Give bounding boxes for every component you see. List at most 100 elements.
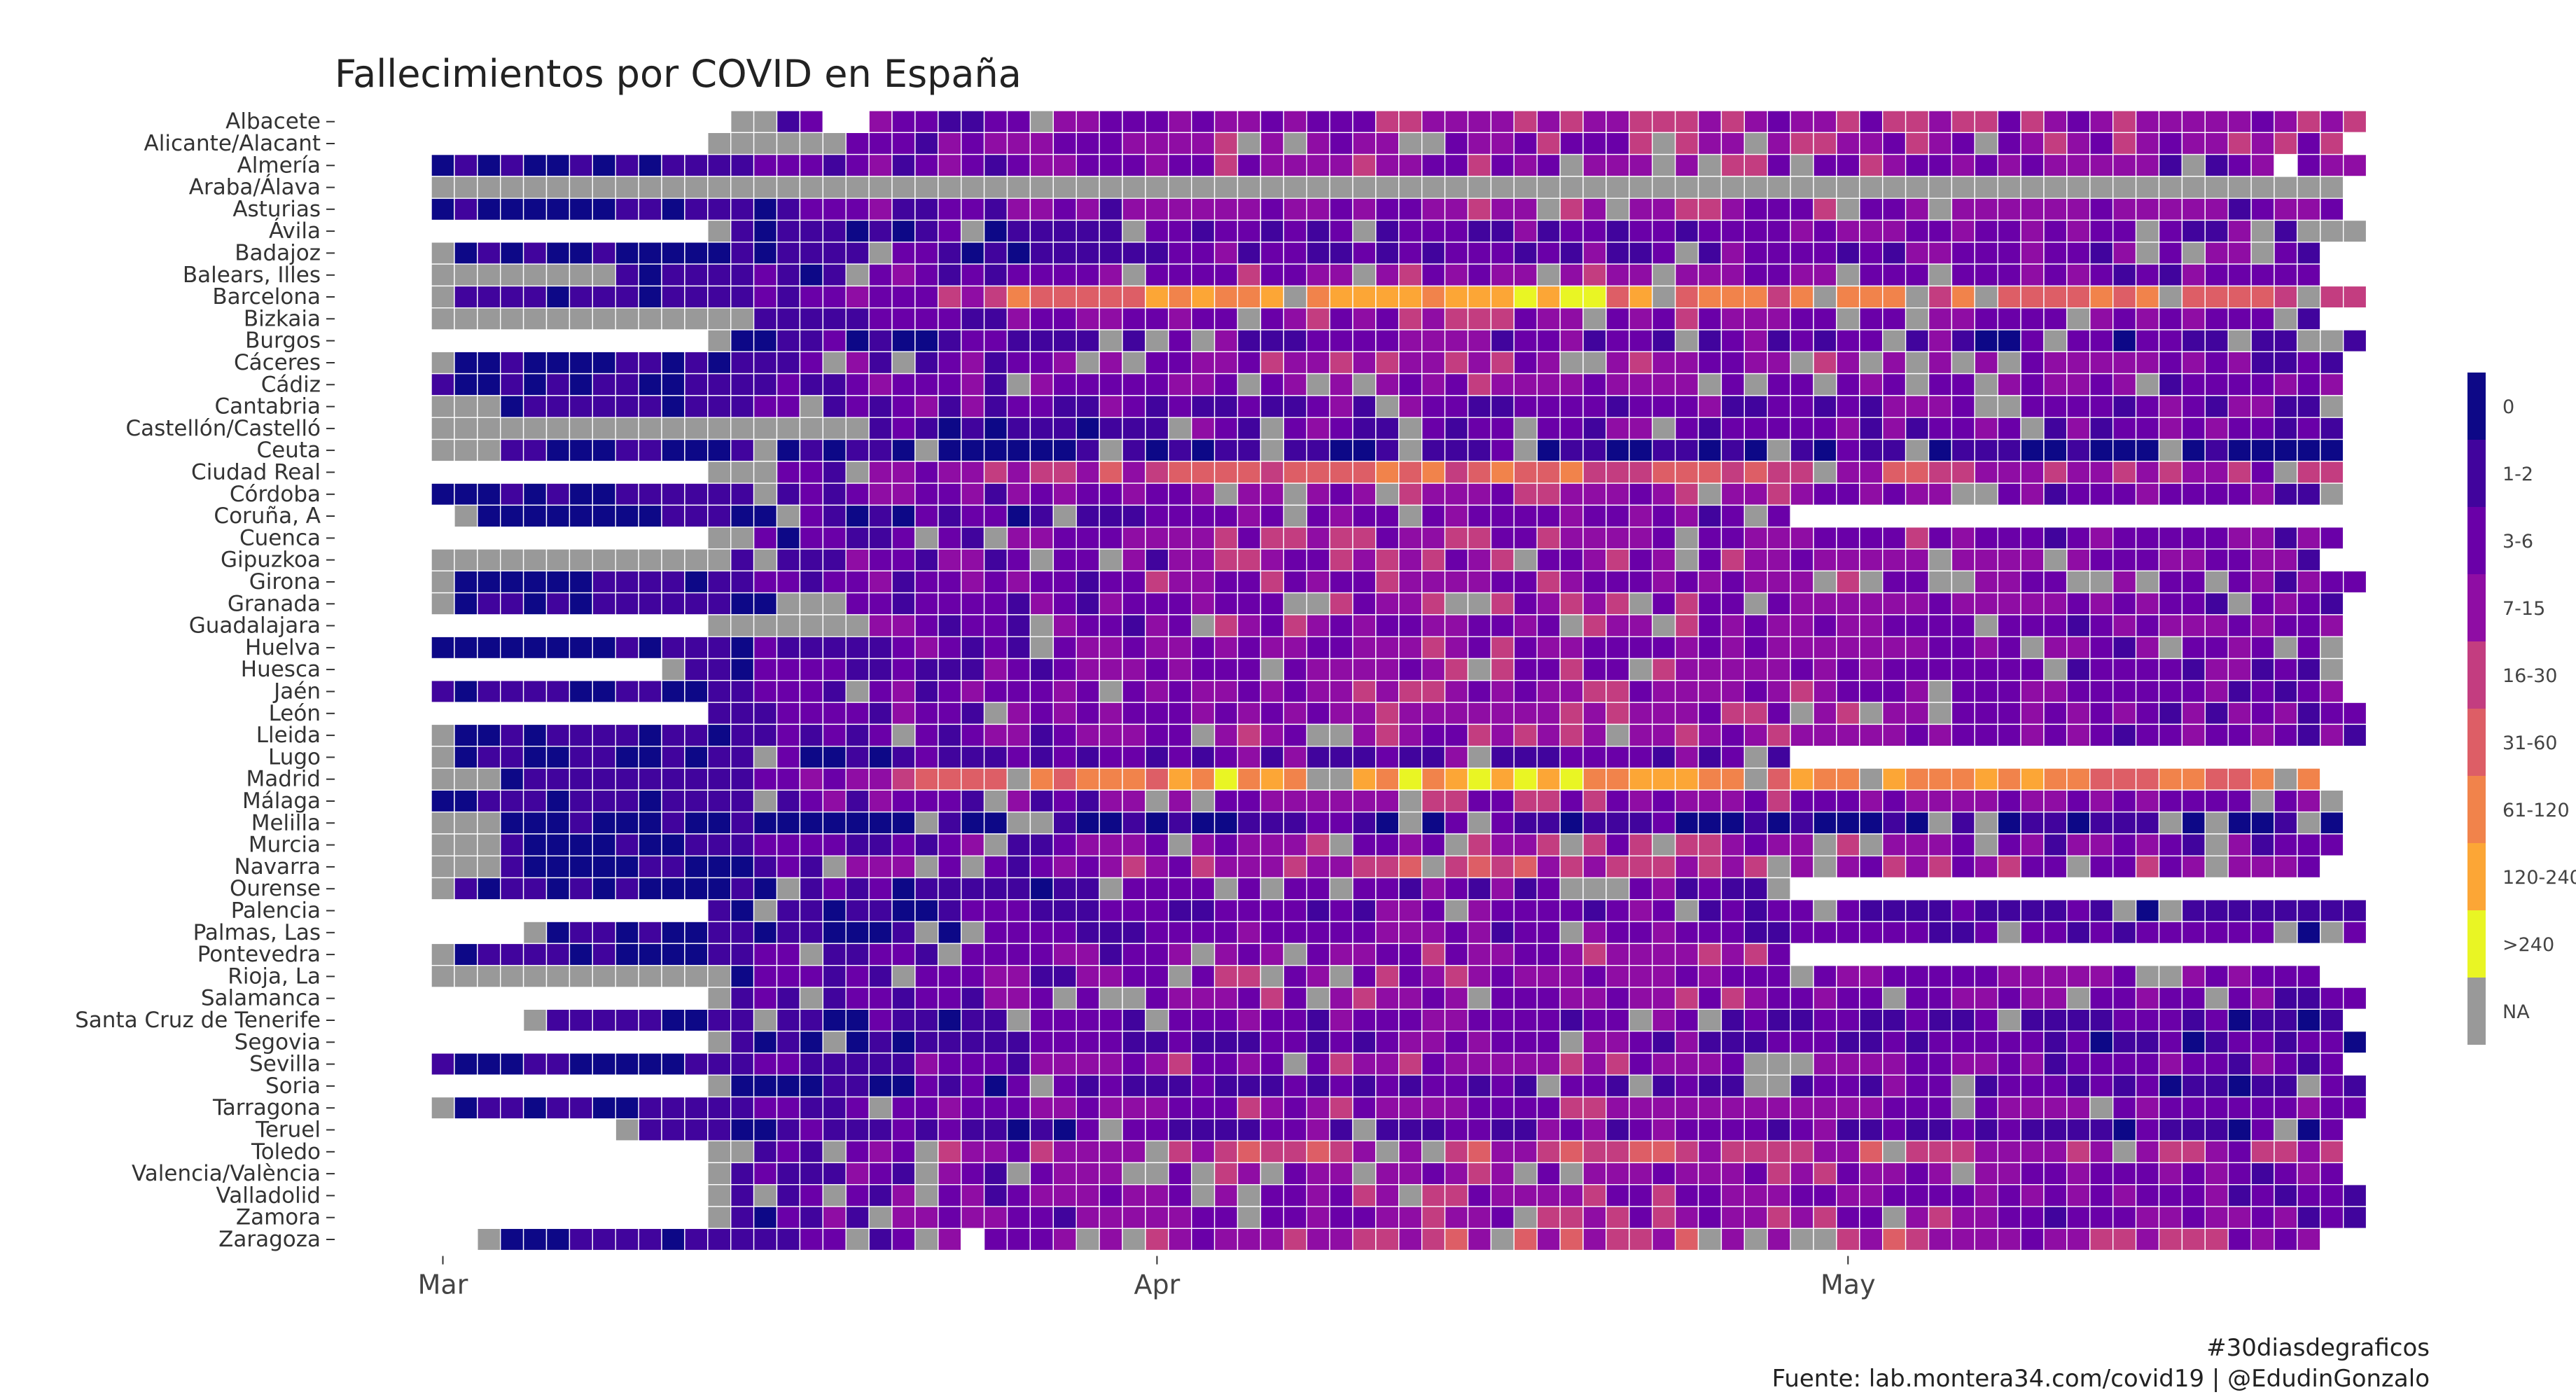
heatmap-cell — [1951, 242, 1975, 265]
heatmap-cell — [1490, 1183, 1515, 1207]
heatmap-cell — [1168, 1096, 1192, 1120]
heatmap-cell — [1697, 614, 1722, 637]
heatmap-cell — [615, 636, 639, 660]
heatmap-cell — [1928, 1008, 1953, 1032]
heatmap-cell — [938, 263, 962, 287]
heatmap-cell — [1052, 1096, 1077, 1120]
y-tick-label: Cádiz — [261, 372, 321, 397]
heatmap-cell — [2135, 482, 2160, 506]
heatmap-cell — [2066, 1052, 2091, 1076]
heatmap-cell — [1052, 504, 1077, 528]
heatmap-cells — [431, 110, 2367, 1251]
heatmap-cell — [983, 1118, 1008, 1141]
heatmap-cell — [1421, 527, 1446, 550]
heatmap-cell — [799, 1118, 824, 1141]
heatmap-cell — [2250, 1162, 2275, 1186]
heatmap-cell — [454, 723, 478, 747]
heatmap-cell — [891, 636, 916, 660]
heatmap-cell — [1444, 921, 1469, 945]
heatmap-cell — [914, 351, 939, 375]
heatmap-cell — [1790, 1140, 1814, 1164]
y-tick-label: Segovia — [235, 1029, 321, 1055]
heatmap-cell — [1329, 219, 1353, 243]
heatmap-cell — [1075, 395, 1100, 418]
heatmap-cell — [1536, 877, 1561, 901]
heatmap-cell — [1145, 285, 1169, 309]
heatmap-cell — [2250, 921, 2275, 945]
heatmap-cell — [1329, 1008, 1353, 1032]
heatmap-cell — [960, 570, 985, 594]
heatmap-cell — [983, 658, 1008, 681]
heatmap-cell — [477, 1228, 501, 1251]
heatmap-cell — [500, 855, 524, 879]
heatmap-cell — [1629, 1008, 1653, 1032]
heatmap-cell — [822, 1008, 847, 1032]
y-tick-label: Santa Cruz de Tenerife — [75, 1008, 321, 1033]
heatmap-cell — [431, 943, 455, 966]
heatmap-cell — [1029, 943, 1054, 966]
heatmap-cell — [2204, 1008, 2229, 1032]
heatmap-cell — [1398, 636, 1423, 660]
heatmap-cell — [1213, 482, 1239, 506]
heatmap-cell — [1513, 680, 1538, 703]
heatmap-cell — [1697, 877, 1722, 901]
heatmap-cell — [1951, 1228, 1975, 1251]
heatmap-cell — [545, 921, 571, 945]
heatmap-cell — [522, 680, 548, 703]
heatmap-cell — [1122, 373, 1146, 396]
heatmap-cell — [1029, 1228, 1054, 1251]
heatmap-cell — [1237, 899, 1262, 922]
heatmap-cell — [1559, 1140, 1584, 1164]
heatmap-cell — [1398, 811, 1423, 835]
heatmap-cell — [2250, 987, 2275, 1010]
heatmap-cell — [891, 153, 916, 177]
heatmap-cell — [1444, 658, 1469, 681]
heatmap-cell — [2020, 1118, 2045, 1141]
heatmap-cell — [1490, 329, 1515, 352]
heatmap-cell — [1421, 767, 1446, 791]
heatmap-cell — [661, 263, 685, 287]
heatmap-cell — [2274, 833, 2298, 856]
heatmap-cell — [2112, 197, 2137, 221]
heatmap-cell — [753, 548, 778, 571]
heatmap-cell — [1168, 548, 1192, 571]
heatmap-cell — [2089, 1140, 2114, 1164]
heatmap-cell — [707, 242, 732, 265]
heatmap-cell — [983, 527, 1008, 550]
heatmap-cell — [2250, 110, 2275, 133]
heatmap-cell — [477, 438, 501, 462]
heatmap-cell — [845, 833, 870, 856]
heatmap-cell — [1651, 723, 1676, 747]
heatmap-cell — [938, 1118, 962, 1141]
heatmap-cell — [2066, 570, 2091, 594]
heatmap-cell — [2320, 570, 2344, 594]
heatmap-cell — [1213, 570, 1239, 594]
heatmap-cell — [1790, 482, 1814, 506]
heatmap-cell — [615, 811, 639, 835]
heatmap-cell — [1260, 176, 1285, 199]
heatmap-cell — [2043, 132, 2068, 155]
heatmap-cell — [845, 132, 870, 155]
heatmap-cell — [799, 527, 824, 550]
heatmap-cell — [2274, 1140, 2298, 1164]
heatmap-cell — [914, 1162, 939, 1186]
heatmap-cell — [1629, 219, 1653, 243]
heatmap-cell — [2227, 1030, 2252, 1054]
heatmap-cell — [1606, 921, 1630, 945]
heatmap-cell — [1190, 1162, 1216, 1186]
legend-label: 61-120 — [2502, 800, 2570, 821]
heatmap-cell — [1375, 855, 1400, 879]
heatmap-cell — [1444, 1030, 1469, 1054]
heatmap-cell — [891, 219, 916, 243]
heatmap-cell — [1099, 723, 1123, 747]
heatmap-cell — [1444, 570, 1469, 594]
heatmap-cell — [938, 767, 962, 791]
heatmap-cell — [569, 548, 594, 571]
heatmap-cell — [1306, 723, 1330, 747]
heatmap-cell — [1006, 702, 1031, 725]
heatmap-cell — [569, 943, 594, 966]
heatmap-cell — [1951, 1074, 1975, 1098]
heatmap-cell — [1052, 373, 1077, 396]
heatmap-cell — [545, 197, 571, 221]
heatmap-cell — [1421, 943, 1446, 966]
